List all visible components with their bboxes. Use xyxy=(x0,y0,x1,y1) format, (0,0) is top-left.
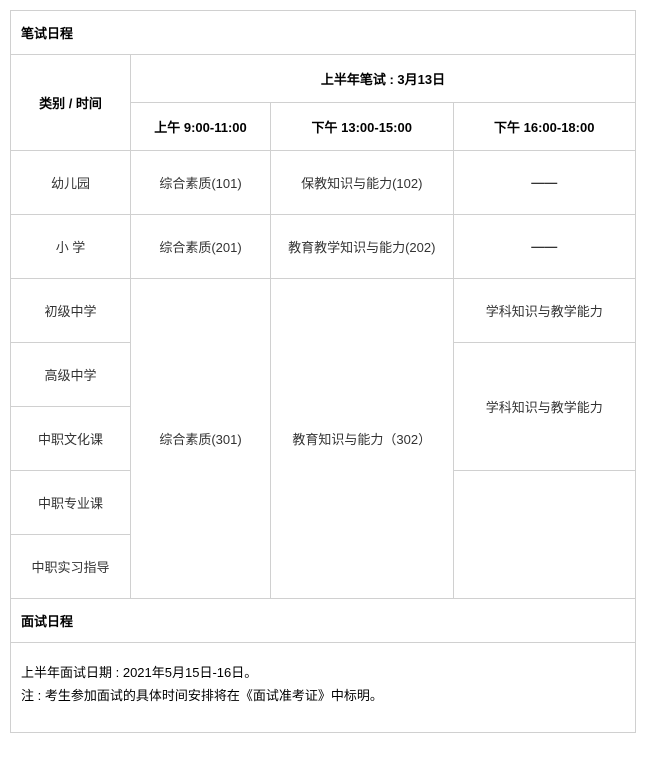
junior-label: 初级中学 xyxy=(11,279,131,343)
written-section-title: 笔试日程 xyxy=(11,11,636,55)
row-primary: 小 学 综合素质(201) 教育教学知识与能力(202) —— xyxy=(11,215,636,279)
interview-section-header-row: 面试日程 xyxy=(11,599,636,643)
col-header-afternoon1: 下午 13:00-15:00 xyxy=(271,103,454,151)
category-time-header: 类别 / 时间 xyxy=(11,55,131,151)
schedule-container: 笔试日程 类别 / 时间 上半年笔试 : 3月13日 上午 9:00-11:00… xyxy=(0,0,646,743)
col-header-afternoon2: 下午 16:00-18:00 xyxy=(453,103,636,151)
exam-date-header: 上半年笔试 : 3月13日 xyxy=(131,55,636,103)
primary-afternoon1: 教育教学知识与能力(202) xyxy=(271,215,454,279)
vocational-intern-label: 中职实习指导 xyxy=(11,535,131,599)
header-row-1: 类别 / 时间 上半年笔试 : 3月13日 xyxy=(11,55,636,103)
kindergarten-morning: 综合素质(101) xyxy=(131,151,271,215)
interview-section-title: 面试日程 xyxy=(11,599,636,643)
kindergarten-afternoon2: —— xyxy=(453,151,636,215)
kindergarten-label: 幼儿园 xyxy=(11,151,131,215)
written-section-header-row: 笔试日程 xyxy=(11,11,636,55)
merged-afternoon2-subject: 学科知识与教学能力 xyxy=(453,343,636,471)
interview-info-row: 上半年面试日期 : 2021年5月15日-16日。 注 : 考生参加面试的具体时… xyxy=(11,643,636,733)
kindergarten-afternoon1: 保教知识与能力(102) xyxy=(271,151,454,215)
interview-date-line: 上半年面试日期 : 2021年5月15日-16日。 xyxy=(21,661,625,684)
junior-afternoon2: 学科知识与教学能力 xyxy=(453,279,636,343)
primary-afternoon2: —— xyxy=(453,215,636,279)
vocational-pro-label: 中职专业课 xyxy=(11,471,131,535)
primary-label: 小 学 xyxy=(11,215,131,279)
primary-morning: 综合素质(201) xyxy=(131,215,271,279)
col-header-morning: 上午 9:00-11:00 xyxy=(131,103,271,151)
vocational-culture-label: 中职文化课 xyxy=(11,407,131,471)
vocational-pro-afternoon2-blank xyxy=(453,471,636,599)
schedule-table: 笔试日程 类别 / 时间 上半年笔试 : 3月13日 上午 9:00-11:00… xyxy=(10,10,636,733)
interview-note-line: 注 : 考生参加面试的具体时间安排将在《面试准考证》中标明。 xyxy=(21,684,625,707)
merged-afternoon1-302: 教育知识与能力（302） xyxy=(271,279,454,599)
senior-label: 高级中学 xyxy=(11,343,131,407)
interview-info-cell: 上半年面试日期 : 2021年5月15日-16日。 注 : 考生参加面试的具体时… xyxy=(11,643,636,733)
merged-morning-301: 综合素质(301) xyxy=(131,279,271,599)
row-junior: 初级中学 综合素质(301) 教育知识与能力（302） 学科知识与教学能力 xyxy=(11,279,636,343)
row-kindergarten: 幼儿园 综合素质(101) 保教知识与能力(102) —— xyxy=(11,151,636,215)
